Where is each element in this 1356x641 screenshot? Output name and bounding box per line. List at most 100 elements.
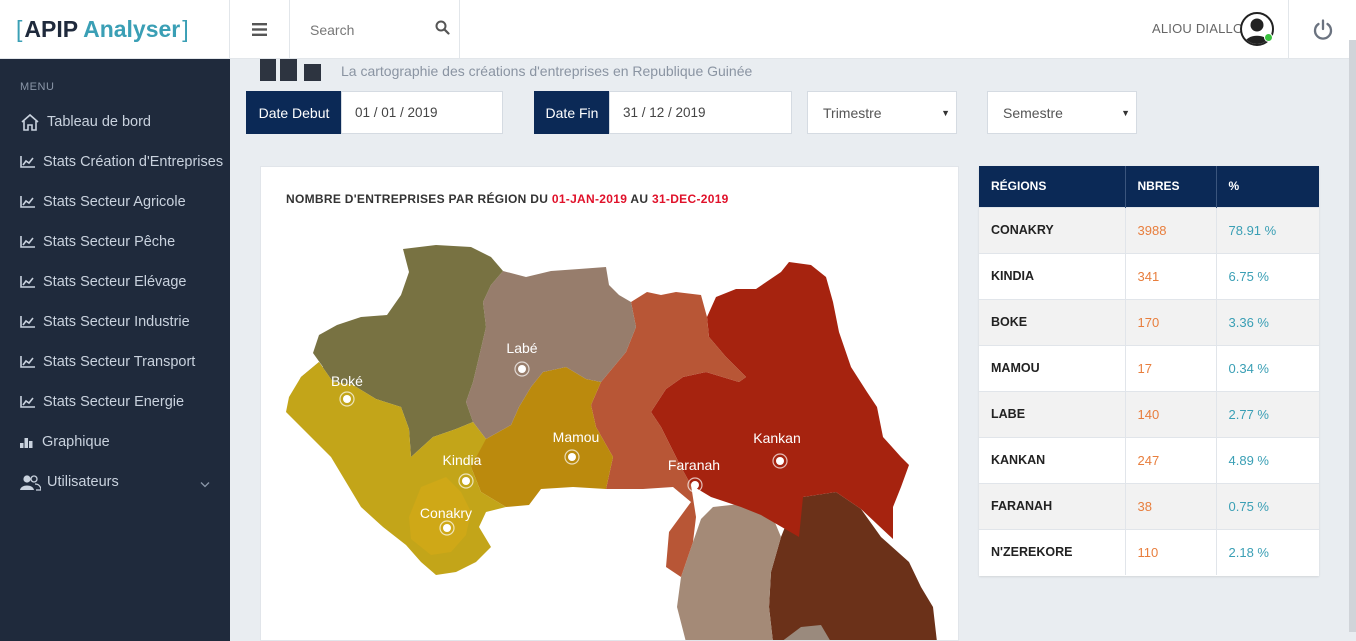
sidebar: MENU Tableau de bord Stats Création d'En… [0, 59, 230, 641]
power-icon [1313, 18, 1332, 40]
date-debut-input[interactable] [341, 91, 503, 134]
map-region-liberia-edge [783, 625, 830, 640]
table-row: MAMOU 17 0.34 % [979, 344, 1319, 391]
sidebar-item-graphique[interactable]: Graphique [0, 422, 230, 462]
map-title-prefix: NOMBRE D'ENTREPRISES PAR RÉGION DU [286, 192, 549, 206]
region-cell: CONAKRY [979, 206, 1126, 253]
sidebar-item-utilisateurs[interactable]: Utilisateurs [0, 462, 230, 502]
sidebar-item-label: Stats Secteur Energie [43, 394, 185, 410]
percent-cell: 2.77 % [1216, 390, 1319, 437]
map-region-nzerekore[interactable] [769, 492, 937, 641]
search-input[interactable] [310, 21, 430, 38]
map-marker-conakry[interactable]: Conakry [420, 505, 472, 536]
region-cell: N'ZEREKORE [979, 528, 1126, 575]
map-region-labe[interactable] [466, 267, 636, 439]
count-cell: 110 [1125, 528, 1217, 575]
map-region-south[interactable] [677, 503, 781, 641]
sidebar-item-stats-agricole[interactable]: Stats Secteur Agricole [0, 182, 230, 222]
count-cell: 3988 [1125, 206, 1217, 253]
brand-name-secondary: Analyser [83, 16, 181, 42]
home-icon [20, 113, 42, 131]
sidebar-item-stats-transport[interactable]: Stats Secteur Transport [0, 342, 230, 382]
map-title-date-from: 01-JAN-2019 [551, 192, 628, 206]
search-box [290, 0, 460, 59]
map-label-faranah: Faranah [668, 457, 720, 473]
line-chart-icon [20, 356, 38, 368]
column-header-nbres[interactable]: NBRES [1125, 166, 1217, 207]
top-bar: [ APIP Analyser ] ALIOU DIALLO [0, 0, 1356, 59]
percent-cell: 2.18 % [1216, 528, 1319, 575]
region-cell: KINDIA [979, 252, 1126, 299]
percent-cell: 0.75 % [1216, 482, 1319, 529]
guinea-regions-map: Boké Labé Mamou Kindia Conakry Faranah K… [286, 245, 937, 641]
date-fin-input[interactable] [609, 91, 792, 134]
sidebar-item-label: Stats Secteur Pêche [43, 234, 176, 250]
map-region-faranah[interactable] [591, 292, 746, 577]
map-region-conakry[interactable] [409, 477, 471, 555]
column-header-regions[interactable]: RÉGIONS [979, 166, 1126, 207]
table-row: LABE 140 2.77 % [979, 390, 1319, 437]
region-cell: MAMOU [979, 344, 1126, 391]
column-header-percent[interactable]: % [1216, 166, 1319, 207]
percent-cell: 6.75 % [1216, 252, 1319, 299]
sidebar-item-label: Graphique [42, 434, 110, 450]
sidebar-item-label: Stats Secteur Elévage [43, 274, 187, 290]
region-cell: KANKAN [979, 436, 1126, 483]
map-marker-kindia[interactable]: Kindia [443, 452, 482, 489]
map-label-boke: Boké [331, 373, 363, 389]
map-marker-mamou[interactable]: Mamou [553, 429, 600, 465]
sidebar-item-label: Stats Secteur Agricole [43, 194, 186, 210]
map-label-kindia: Kindia [443, 452, 482, 468]
bar-chart-icon [20, 437, 36, 448]
date-fin-label: Date Fin [534, 91, 610, 134]
table-header-row: RÉGIONS NBRES % [979, 166, 1319, 207]
map-marker-faranah[interactable]: Faranah [668, 457, 720, 493]
map-marker-kankan[interactable]: Kankan [753, 430, 801, 469]
line-chart-icon [20, 156, 38, 168]
map-marker-boke[interactable]: Boké [331, 373, 363, 407]
sidebar-item-label: Tableau de bord [47, 114, 151, 130]
count-cell: 140 [1125, 390, 1217, 437]
semestre-select[interactable]: Semestre ▼ [987, 91, 1137, 134]
map-region-boke[interactable] [289, 245, 503, 457]
user-name[interactable]: ALIOU DIALLO [1152, 21, 1244, 36]
trimestre-select-value: Trimestre [823, 104, 882, 121]
online-status-dot [1264, 33, 1273, 42]
sidebar-item-label: Stats Secteur Industrie [43, 314, 190, 330]
count-cell: 17 [1125, 344, 1217, 391]
sidebar-item-stats-creation[interactable]: Stats Création d'Entreprises [0, 142, 230, 182]
menu-title: MENU [20, 81, 55, 93]
menu-toggle-button[interactable] [230, 0, 290, 59]
map-marker-labe[interactable]: Labé [506, 340, 538, 377]
map-region-mamou[interactable] [446, 367, 613, 507]
map-label-mamou: Mamou [553, 429, 600, 445]
page-logo-icon [260, 59, 321, 81]
page-scrollbar[interactable] [1349, 40, 1356, 632]
sidebar-item-stats-industrie[interactable]: Stats Secteur Industrie [0, 302, 230, 342]
brand-bracket-open: [ [16, 16, 23, 42]
sidebar-item-stats-elevage[interactable]: Stats Secteur Elévage [0, 262, 230, 302]
sidebar-item-tableau-de-bord[interactable]: Tableau de bord [0, 102, 230, 142]
percent-cell: 3.36 % [1216, 298, 1319, 345]
map-label-conakry: Conakry [420, 505, 472, 521]
region-cell: BOKE [979, 298, 1126, 345]
region-cell: LABE [979, 390, 1126, 437]
map-card: NOMBRE D'ENTREPRISES PAR RÉGION DU 01-JA… [260, 166, 959, 641]
users-icon [20, 474, 42, 491]
sidebar-item-stats-peche[interactable]: Stats Secteur Pêche [0, 222, 230, 262]
map-region-kankan[interactable] [651, 262, 909, 539]
count-cell: 247 [1125, 436, 1217, 483]
table-row: CONAKRY 3988 78.91 % [979, 206, 1319, 253]
count-cell: 170 [1125, 298, 1217, 345]
line-chart-icon [20, 276, 38, 288]
logout-button[interactable] [1288, 0, 1356, 59]
line-chart-icon [20, 196, 38, 208]
line-chart-icon [20, 316, 38, 328]
brand-logo[interactable]: [ APIP Analyser ] [0, 0, 230, 59]
trimestre-select[interactable]: Trimestre ▼ [807, 91, 957, 134]
table-row: KINDIA 341 6.75 % [979, 252, 1319, 299]
search-icon[interactable] [435, 20, 450, 40]
sidebar-item-stats-energie[interactable]: Stats Secteur Energie [0, 382, 230, 422]
table-row: N'ZEREKORE 110 2.18 % [979, 528, 1319, 575]
count-cell: 38 [1125, 482, 1217, 529]
